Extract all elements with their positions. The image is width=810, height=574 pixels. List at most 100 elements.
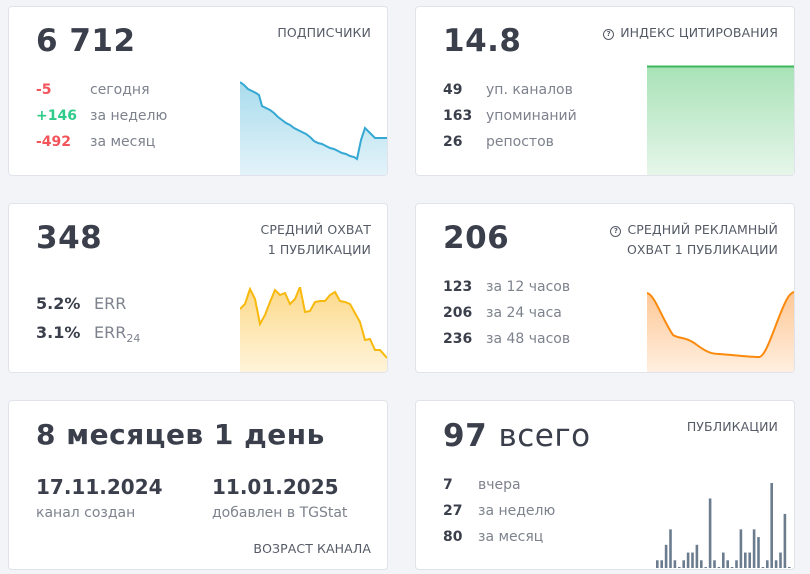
stat-value: 123 — [443, 279, 473, 295]
posts-total: 97 всего — [443, 418, 591, 454]
posts-bar-chart[interactable] — [654, 474, 794, 569]
posts-count: 97 — [443, 418, 488, 454]
reach-sparkline[interactable] — [240, 287, 387, 372]
post-bar[interactable] — [735, 560, 738, 568]
stat-label: за 12 часов — [486, 279, 571, 295]
post-bar[interactable] — [704, 567, 707, 568]
post-bar[interactable] — [722, 552, 725, 568]
post-bar[interactable] — [678, 567, 681, 568]
citation-sparkline[interactable] — [647, 65, 794, 175]
stat-value: +146 — [36, 108, 77, 124]
post-bar[interactable] — [739, 529, 743, 568]
post-bar[interactable] — [708, 498, 712, 568]
added-label: добавлен в TGStat — [212, 505, 348, 521]
stat-label: репостов — [486, 134, 554, 150]
post-bar[interactable] — [673, 560, 677, 568]
post-bar[interactable] — [691, 552, 694, 568]
average-reach-value: 348 — [36, 220, 103, 256]
posts-suffix: всего — [498, 418, 591, 454]
stat-row: 49 уп. каналов — [443, 77, 577, 103]
stat-label: за месяц — [478, 529, 544, 545]
post-bar[interactable] — [717, 567, 721, 568]
ad-reach-sparkline[interactable] — [647, 287, 794, 372]
ad-reach-value: 206 — [443, 220, 510, 256]
help-icon[interactable]: ? — [610, 226, 622, 237]
stat-value: 27 — [443, 503, 463, 519]
stat-value: 7 — [443, 477, 453, 493]
post-bar[interactable] — [757, 537, 760, 568]
stat-label: за неделю — [90, 108, 168, 124]
stat-label: уп. каналов — [486, 82, 573, 98]
reach-stats: 5.2% ERR 3.1% ERR24 — [36, 289, 140, 353]
post-bar[interactable] — [774, 560, 778, 568]
stat-value: -5 — [36, 82, 52, 98]
channel-age-card[interactable]: 8 месяцев 1 день 17.11.2024 канал создан… — [8, 400, 388, 570]
stat-label: ERR24 — [94, 318, 140, 353]
post-bar[interactable] — [713, 560, 716, 568]
average-reach-card[interactable]: 348 СРЕДНИЙ ОХВАТ 1 ПУБЛИКАЦИИ 5.2% ERR 3.… — [8, 203, 388, 373]
added-block: 11.01.2025 добавлен в TGStat — [212, 475, 347, 521]
stat-label: вчера — [478, 477, 521, 493]
channel-age-title: ВОЗРАСТ КАНАЛА — [253, 541, 371, 556]
ad-reach-title: ? СРЕДНИЙ РЕКЛАМНЫЙ ОХВАТ 1 ПУБЛИКАЦИИ — [610, 220, 778, 260]
stat-row: 206 за 24 часа — [443, 300, 570, 326]
stat-label: за месяц — [90, 134, 156, 150]
post-bar[interactable] — [656, 560, 659, 568]
post-bar[interactable] — [686, 552, 690, 568]
post-bar[interactable] — [783, 513, 787, 568]
stat-row: 80 за месяц — [443, 524, 555, 550]
post-bar[interactable] — [761, 567, 765, 568]
stat-row: 236 за 48 часов — [443, 326, 570, 352]
stat-value: 236 — [443, 331, 473, 347]
added-date: 11.01.2025 — [212, 475, 339, 499]
post-bar[interactable] — [682, 560, 685, 568]
title-line-1: СРЕДНИЙ ОХВАТ — [260, 222, 371, 237]
err-label: ERR — [94, 323, 127, 342]
stat-row: 5.2% ERR — [36, 289, 140, 318]
stat-row: -492 за месяц — [36, 129, 167, 155]
posts-card[interactable]: 97 всего ПУБЛИКАЦИИ 7 вчера 27 за неделю 8… — [415, 400, 795, 570]
citation-title-text: ИНДЕКС ЦИТИРОВАНИЯ — [620, 25, 778, 40]
subscribers-card[interactable]: 6 712 ПОДПИСЧИКИ -5 сегодня +146 за неделю… — [8, 6, 388, 176]
post-bar[interactable] — [748, 552, 751, 568]
stat-label: ERR — [94, 294, 127, 313]
posts-stats: 7 вчера 27 за неделю 80 за месяц — [443, 472, 555, 550]
post-bar[interactable] — [669, 529, 672, 568]
created-date: 17.11.2024 — [36, 475, 163, 499]
stat-value: 80 — [443, 529, 463, 545]
post-bar[interactable] — [730, 567, 734, 568]
citation-index-value: 14.8 — [443, 23, 522, 59]
post-bar[interactable] — [695, 544, 699, 568]
post-bar[interactable] — [770, 483, 773, 568]
stat-row: 26 репостов — [443, 129, 577, 155]
channel-age-value: 8 месяцев 1 день — [36, 418, 325, 451]
stat-row: +146 за неделю — [36, 103, 167, 129]
citation-index-card[interactable]: 14.8 ? ИНДЕКС ЦИТИРОВАНИЯ 49 уп. каналов 1… — [415, 6, 795, 176]
post-bar[interactable] — [752, 529, 756, 568]
post-bar[interactable] — [664, 544, 668, 568]
created-block: 17.11.2024 канал создан — [36, 475, 163, 521]
title-line-2: 1 ПУБЛИКАЦИИ — [267, 242, 371, 257]
post-bar[interactable] — [700, 560, 703, 568]
stat-value: 49 — [443, 82, 463, 98]
stat-label: за 48 часов — [486, 331, 571, 347]
err-subscript: 24 — [126, 332, 141, 346]
stat-label: за 24 часа — [486, 305, 562, 321]
post-bar[interactable] — [788, 567, 791, 568]
post-bar[interactable] — [766, 560, 769, 568]
post-bar[interactable] — [744, 552, 747, 568]
stat-row: 7 вчера — [443, 472, 555, 498]
created-label: канал создан — [36, 505, 136, 521]
ad-reach-card[interactable]: 206 ? СРЕДНИЙ РЕКЛАМНЫЙ ОХВАТ 1 ПУБЛИКАЦИИ… — [415, 203, 795, 373]
post-bar[interactable] — [779, 552, 782, 568]
post-bar[interactable] — [726, 560, 729, 568]
stat-value: 163 — [443, 108, 473, 124]
stat-row: 123 за 12 часов — [443, 274, 570, 300]
citation-stats: 49 уп. каналов 163 упоминаний 26 репостов — [443, 77, 577, 155]
help-icon[interactable]: ? — [603, 29, 615, 40]
subscribers-sparkline[interactable] — [240, 79, 387, 175]
stat-label: сегодня — [90, 82, 150, 98]
citation-index-title: ? ИНДЕКС ЦИТИРОВАНИЯ — [603, 23, 778, 43]
post-bar[interactable] — [660, 560, 663, 568]
title-line-2: ОХВАТ 1 ПУБЛИКАЦИИ — [626, 242, 778, 257]
